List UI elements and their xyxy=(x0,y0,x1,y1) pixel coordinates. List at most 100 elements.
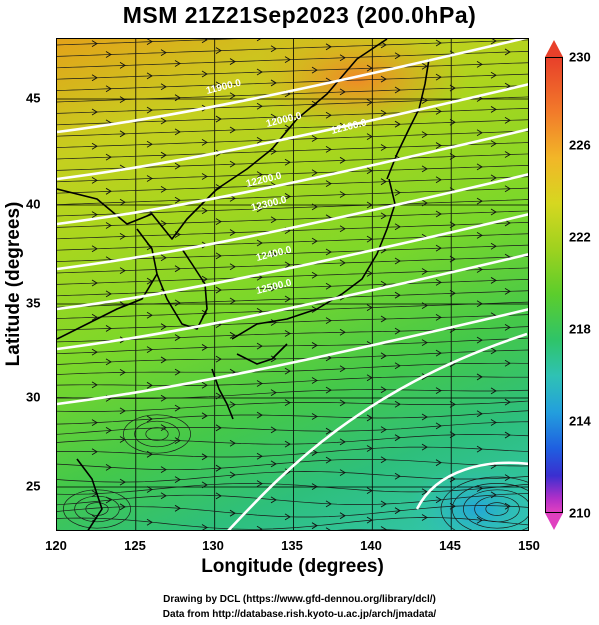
y-tick-30: 30 xyxy=(26,389,41,405)
streamline xyxy=(57,459,528,471)
streamline xyxy=(57,337,528,355)
eddy-streamline xyxy=(85,502,109,516)
coastline-segment xyxy=(76,458,103,530)
wind-arrow xyxy=(435,459,442,467)
x-tick-140: 140 xyxy=(360,538,382,553)
streamline xyxy=(57,233,528,251)
streamline xyxy=(57,221,528,240)
wind-arrow xyxy=(256,452,263,460)
height-contour xyxy=(227,332,528,530)
wind-arrow xyxy=(339,191,346,198)
wind-arrow xyxy=(270,496,277,504)
wind-arrow xyxy=(435,244,442,252)
wind-arrow xyxy=(270,460,277,468)
wind-arrow xyxy=(311,135,318,142)
wind-arrow xyxy=(256,342,263,350)
wind-arrow xyxy=(421,339,428,346)
coastline-segment xyxy=(156,248,208,330)
wind-arrow xyxy=(394,400,401,408)
wind-arrow xyxy=(105,51,112,58)
wind-arrow xyxy=(229,160,236,168)
wind-arrow xyxy=(366,201,373,209)
wind-arrow xyxy=(174,437,181,445)
wind-arrow xyxy=(256,102,263,110)
wind-arrow xyxy=(380,109,387,117)
wind-arrow xyxy=(325,527,331,530)
streamline xyxy=(57,267,528,285)
wind-arrow xyxy=(435,210,442,218)
streamline xyxy=(57,517,528,530)
wind-arrow xyxy=(91,142,98,150)
y-axis-label: Latitude (degrees) xyxy=(3,201,24,367)
wind-arrow xyxy=(380,280,387,288)
streamline xyxy=(57,256,528,274)
wind-arrow xyxy=(160,83,167,91)
wind-arrow xyxy=(91,419,98,426)
coastline-segment xyxy=(57,228,158,340)
wind-arrow xyxy=(504,287,511,295)
x-tick-145: 145 xyxy=(439,538,461,553)
x-tick-135: 135 xyxy=(281,538,303,553)
eddy-streamline xyxy=(440,476,528,530)
streamline xyxy=(57,301,528,319)
wind-arrow xyxy=(229,401,236,409)
wind-arrow xyxy=(201,173,208,180)
wind-arrow xyxy=(476,445,483,453)
streamline xyxy=(57,62,528,80)
wind-arrow xyxy=(146,106,153,114)
wind-map-plot: 11900.0 12000.0 12100.0 12200.0 12300.0 12400… xyxy=(56,38,529,531)
wind-arrow xyxy=(435,314,442,321)
wind-arrow xyxy=(339,259,346,267)
wind-arrow xyxy=(490,140,497,148)
coastline xyxy=(57,39,430,530)
wind-arrow xyxy=(421,62,428,70)
wind-arrow xyxy=(421,413,428,421)
wind-arrow xyxy=(394,257,401,265)
streamline xyxy=(57,210,528,228)
streamline xyxy=(57,349,528,365)
wind-arrow xyxy=(229,439,236,447)
wind-arrow xyxy=(449,400,456,408)
wind-arrow xyxy=(91,348,98,356)
colorbar-label-214: 214 xyxy=(569,413,591,429)
height-contour xyxy=(57,213,528,311)
wind-arrow xyxy=(119,368,126,376)
wind-arrow xyxy=(201,70,208,78)
wind-arrow xyxy=(435,39,442,47)
wind-arrow xyxy=(435,176,442,184)
wind-arrow xyxy=(435,107,442,115)
wind-arrow xyxy=(380,352,387,360)
wind-arrow xyxy=(490,174,497,182)
wind-arrow xyxy=(421,514,428,521)
wind-arrow xyxy=(380,526,387,530)
wind-arrow xyxy=(435,422,442,430)
wind-arrow xyxy=(146,518,153,526)
wind-arrow xyxy=(174,196,181,204)
wind-arrow xyxy=(325,146,332,153)
wind-arrow xyxy=(174,60,181,67)
wind-arrow xyxy=(394,189,401,196)
wind-arrow xyxy=(119,62,126,69)
wind-arrow xyxy=(311,342,318,349)
streamline xyxy=(57,107,528,126)
wind-arrow xyxy=(215,286,222,294)
y-tick-45: 45 xyxy=(26,90,41,106)
coastline-segment xyxy=(231,178,396,340)
wind-arrow xyxy=(215,218,222,226)
wind-arrow xyxy=(105,85,112,93)
wind-arrow xyxy=(449,431,456,439)
streamline xyxy=(57,290,528,308)
wind-arrow xyxy=(449,502,456,510)
wind-arrow xyxy=(91,74,98,82)
wind-arrow xyxy=(449,289,456,297)
streamline xyxy=(57,73,528,91)
colorbar-label-226: 226 xyxy=(569,137,591,153)
wind-arrow xyxy=(174,94,181,102)
wind-arrow xyxy=(146,72,153,80)
wind-arrow xyxy=(146,346,153,353)
wind-arrow xyxy=(215,392,222,400)
wind-arrow xyxy=(160,492,167,500)
streamline xyxy=(57,362,528,375)
wind-arrow xyxy=(421,97,428,104)
